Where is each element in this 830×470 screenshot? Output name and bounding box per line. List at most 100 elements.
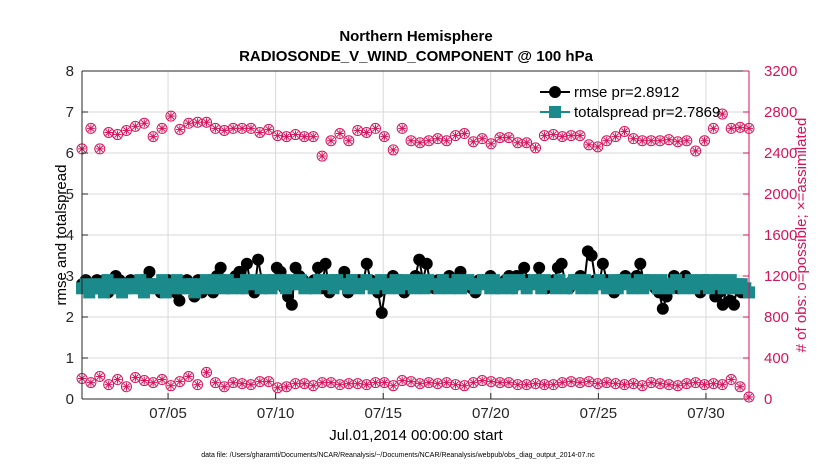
obs-upper-point-41-cross-d2 bbox=[443, 137, 450, 145]
obs-lower-point-11-cross-d2 bbox=[176, 378, 184, 385]
obs-upper-point-63-cross-d2 bbox=[638, 137, 646, 145]
obs-upper-point-74-circle bbox=[734, 121, 746, 133]
obs-upper-point-51-cross-d2 bbox=[532, 144, 539, 152]
legend: rmse pr=2.8912 totalspread pr=2.7869 bbox=[540, 84, 720, 121]
obs-upper-point-5 bbox=[120, 124, 132, 136]
obs-upper-point-21 bbox=[263, 123, 275, 135]
totalspread-point-48 bbox=[250, 274, 263, 287]
obs-lower-point-46-cross-d2 bbox=[487, 378, 495, 385]
obs-upper-point-54 bbox=[556, 131, 568, 143]
y-left-tick-label-8: 8 bbox=[66, 63, 74, 80]
obs-lower-point-10 bbox=[165, 380, 177, 392]
obs-lower-point-17 bbox=[227, 377, 239, 389]
obs-lower-point-65-cross-d2 bbox=[656, 380, 664, 387]
obs-upper-point-28 bbox=[325, 135, 337, 147]
obs-lower-point-40 bbox=[432, 378, 444, 390]
obs-lower-point-5 bbox=[120, 381, 132, 393]
obs-lower-point-61-cross-d2 bbox=[621, 381, 628, 389]
obs-upper-point-50-cross-d2 bbox=[523, 139, 531, 147]
obs-upper-point-58-circle bbox=[592, 141, 604, 153]
obs-upper-point-19 bbox=[245, 122, 257, 134]
y-left-tick-label-3: 3 bbox=[66, 268, 74, 285]
obs-upper-point-23 bbox=[281, 131, 293, 143]
totalspread-series bbox=[76, 274, 755, 299]
obs-upper-point-51-circle bbox=[530, 142, 542, 154]
obs-upper-point-27-circle bbox=[316, 150, 328, 162]
obs-lower-point-4-circle bbox=[112, 374, 124, 386]
obs-lower-point-64 bbox=[645, 377, 657, 389]
obs-upper-point-59-circle bbox=[601, 135, 613, 147]
obs-upper-point-70 bbox=[699, 135, 711, 147]
obs-upper-point-9-circle bbox=[156, 122, 168, 134]
obs-upper-point-54-circle bbox=[556, 131, 568, 143]
obs-upper-point-11-cross-d2 bbox=[176, 126, 184, 133]
obs-upper-point-22-cross-d2 bbox=[274, 132, 282, 139]
obs-upper-point-32 bbox=[361, 127, 373, 138]
obs-upper-point-34-circle bbox=[378, 131, 390, 143]
y-right-tick-label-1: 400 bbox=[764, 350, 789, 367]
obs-lower-point-53-cross-d2 bbox=[549, 381, 557, 389]
obs-lower-point-17-cross-d2 bbox=[229, 379, 237, 386]
obs-lower-point-15 bbox=[209, 377, 221, 389]
obs-upper-point-60-circle bbox=[610, 131, 622, 143]
obs-upper-point-4-cross-d2 bbox=[114, 131, 121, 138]
obs-lower-point-68 bbox=[681, 378, 693, 390]
obs-lower-point-32 bbox=[361, 379, 373, 391]
obs-upper-point-7-circle bbox=[138, 117, 150, 129]
obs-lower-point-1 bbox=[85, 377, 97, 389]
legend-rmse-marker bbox=[549, 86, 561, 98]
legend-rmse-label: rmse pr=2.8912 bbox=[574, 84, 679, 101]
obs-lower-point-32-cross-d2 bbox=[363, 381, 370, 389]
obs-lower-point-57-circle bbox=[583, 376, 595, 388]
obs-upper-point-61 bbox=[618, 125, 630, 137]
obs-lower-point-35 bbox=[387, 380, 399, 392]
obs-lower-point-31 bbox=[352, 378, 364, 390]
obs-lower-point-62 bbox=[627, 378, 639, 390]
obs-upper-point-12-cross-d2 bbox=[185, 119, 193, 127]
obs-lower-point-57 bbox=[583, 376, 595, 388]
obs-lower-point-24-cross-d2 bbox=[292, 380, 299, 387]
obs-lower-point-60-circle bbox=[610, 378, 622, 390]
rmse-point-122 bbox=[533, 261, 546, 274]
obs-lower-point-3 bbox=[103, 379, 115, 391]
legend-totalspread-label: totalspread pr=2.7869 bbox=[574, 104, 720, 121]
obs-lower-point-39 bbox=[423, 377, 435, 389]
obs-lower-point-14-cross-d2 bbox=[203, 368, 210, 376]
obs-lower-point-73-cross-d2 bbox=[727, 376, 735, 383]
obs-lower-point-12-cross-d2 bbox=[185, 373, 193, 380]
obs-lower-point-69-cross-d2 bbox=[692, 379, 699, 386]
obs-lower-point-28 bbox=[325, 377, 337, 389]
obs-upper-point-12 bbox=[183, 117, 195, 129]
rmse-point-44 bbox=[240, 257, 253, 270]
obs-lower-point-54-circle bbox=[556, 377, 568, 389]
obs-lower-point-13 bbox=[192, 379, 204, 391]
obs-upper-point-5-circle bbox=[120, 124, 132, 136]
obs-upper-point-39-circle bbox=[423, 135, 435, 147]
obs-upper-point-8-cross-d2 bbox=[149, 133, 157, 140]
obs-upper-point-30-cross-d2 bbox=[345, 137, 353, 145]
obs-upper-point-39-cross-d2 bbox=[425, 137, 433, 145]
obs-lower-point-71-circle bbox=[707, 378, 719, 390]
obs-lower-point-51-cross-d2 bbox=[532, 380, 539, 387]
obs-lower-point-64-cross-d2 bbox=[647, 379, 655, 386]
obs-lower-point-71-cross-d2 bbox=[710, 380, 717, 387]
obs-lower-point-34-cross-d2 bbox=[381, 379, 388, 386]
obs-upper-point-16-cross-d2 bbox=[220, 127, 228, 134]
obs-lower-point-44-cross-d2 bbox=[469, 379, 477, 386]
obs-upper-point-40-cross-d2 bbox=[434, 135, 442, 143]
obs-upper-point-72 bbox=[716, 108, 728, 120]
y-right-tick-label-3: 1200 bbox=[764, 268, 797, 285]
obs-upper-point-14-circle bbox=[201, 116, 213, 128]
obs-upper-point-18-cross-d2 bbox=[238, 125, 246, 132]
obs-lower-point-20-cross-d2 bbox=[256, 378, 264, 385]
y-axis-left-label: rmse and totalspread bbox=[53, 165, 70, 306]
obs-lower-point-1-circle bbox=[85, 377, 97, 389]
rmse-point-155 bbox=[656, 302, 669, 315]
obs-lower-point-72 bbox=[716, 379, 728, 391]
obs-lower-point-29 bbox=[334, 379, 346, 391]
obs-lower-point-45-cross-d2 bbox=[478, 377, 486, 384]
obs-upper-point-17-cross-d2 bbox=[229, 125, 237, 132]
obs-upper-point-2-cross-d2 bbox=[96, 145, 104, 153]
obs-lower-point-58-cross-d2 bbox=[594, 380, 602, 387]
obs-lower-point-56 bbox=[574, 377, 586, 389]
